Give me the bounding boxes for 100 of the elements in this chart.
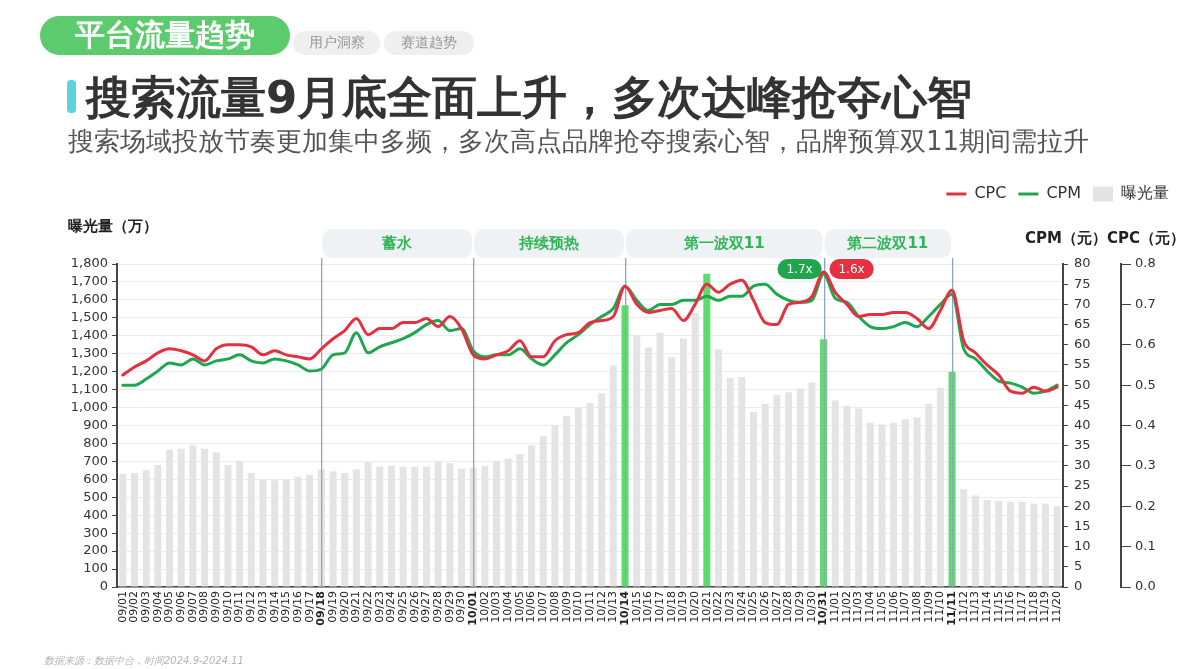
x-tick-label: 10/29 [793,591,807,623]
x-tick-label: 10/20 [687,591,701,623]
x-tick-label: 11/19 [1038,591,1052,623]
y-tick-label: 400 [83,506,108,522]
x-tick-label: 09/04 [150,591,164,623]
x-tick-label: 11/05 [874,591,888,623]
x-tick-label: 11/16 [1003,591,1017,623]
x-tick-label: 09/21 [349,591,363,623]
x-tick-label: 09/03 [139,591,153,623]
legend-label: 曝光量 [1121,183,1169,203]
y-tick-label: 900 [83,416,108,432]
text: 用户洞察 [308,34,365,52]
x-tick-label: 10/27 [769,591,783,623]
y3-tick-label: 0.4 [1135,416,1156,432]
x-tick-label: 10/03 [489,591,503,623]
y3-tick-label: 0.5 [1135,376,1156,392]
x-tick-label: 10/31 [816,591,830,626]
x-tick-label: 11/11 [944,591,958,626]
x-tick-label: 10/01 [466,591,480,626]
y2-tick-label: 75 [1074,275,1091,291]
legend-label: CPC [974,183,1007,203]
y-tick-label: 500 [83,488,108,504]
y-tick-label: 600 [83,470,108,486]
y2-tick-label: 30 [1074,457,1091,473]
y2-tick-label: 35 [1074,437,1091,453]
x-tick-label: 11/03 [851,591,865,623]
text: 第一波双11 [682,233,765,252]
x-tick-label: 09/02 [127,591,141,623]
x-tick-label: 10/10 [571,591,585,623]
y3-tick-label: 0.2 [1135,497,1156,513]
y-tick-label: 1,200 [70,363,108,379]
x-tick-label: 09/11 [232,591,246,623]
x-tick-label: 11/01 [828,591,842,623]
y-axis-title: 曝光量（万） [68,216,158,235]
y-tick-label: 1,500 [70,309,108,325]
y2-tick-label: 65 [1074,315,1091,331]
x-tick-label: 10/05 [512,591,526,623]
x-tick-label: 10/12 [594,591,608,623]
x-tick-label: 10/11 [582,591,596,623]
x-tick-label: 11/08 [909,591,923,623]
x-tick-label: 09/30 [454,591,468,623]
y2-tick-label: 70 [1074,295,1091,311]
y2-tick-label: 80 [1074,255,1091,271]
y3-tick-label: 0.7 [1135,295,1156,311]
source-note: 数据来源：数据中台，时间2024.9-2024.11 [44,654,244,668]
y-tick-label: 1,300 [70,345,108,361]
x-tick-label: 10/07 [536,591,550,623]
y-tick-label: 1,700 [70,273,108,289]
y3-tick-label: 0.8 [1135,255,1156,271]
x-tick-label: 10/24 [734,591,748,623]
x-tick-label: 09/26 [407,591,421,623]
y-tick-label: 1,100 [70,380,108,396]
y-tick-label: 1,400 [70,327,108,343]
x-tick-label: 09/05 [162,591,176,623]
x-tick-label: 10/26 [758,591,772,623]
y-tick-label: 800 [83,434,108,450]
x-tick-label: 09/12 [244,591,258,623]
text: 第二波双11 [846,233,929,252]
x-tick-label: 10/16 [641,591,655,623]
y2-tick-label: 55 [1074,356,1091,372]
x-tick-label: 10/13 [606,591,620,623]
x-tick-label: 11/14 [979,591,993,623]
x-tick-label: 11/17 [1014,591,1028,623]
text: 蓄水 [381,233,414,252]
y2-tick-label: 50 [1074,376,1091,392]
y2-tick-label: 25 [1074,477,1091,493]
annotation: 1.7x [786,261,813,276]
x-tick-label: 09/01 [115,591,129,623]
x-tick-label: 09/09 [209,591,223,623]
bar [703,273,711,587]
x-tick-label: 09/20 [337,591,351,623]
text: 平台流量趋势 [75,16,255,54]
x-tick-label: 09/19 [325,591,339,623]
x-tick-label: 09/14 [267,591,281,623]
text: 持续预热 [518,233,580,252]
y2-tick-label: 15 [1074,517,1091,533]
y3-tick-label: 0.1 [1135,538,1156,553]
x-tick-label: 11/06 [886,591,900,623]
x-tick-label: 11/15 [991,591,1005,623]
y-tick-label: 200 [83,542,108,558]
chart-subtitle: 搜索场域投放节奏更加集中多频，多次高点品牌抢夺搜索心智，品牌预算双11期间需拉升 [68,125,1090,158]
y-tick-label: 700 [83,452,108,468]
x-tick-label: 10/04 [501,591,515,623]
annotation: 1.6x [838,261,865,276]
y3-tick-label: 0.6 [1135,336,1156,352]
y-tick-label: 100 [83,560,108,576]
x-tick-label: 10/09 [559,591,573,623]
x-tick-label: 11/20 [1050,591,1064,623]
x-tick-label: 10/14 [617,590,631,626]
x-tick-label: 11/18 [1026,591,1040,623]
x-tick-label: 11/13 [968,591,982,623]
x-tick-label: 09/29 [442,591,456,623]
x-tick-label: 11/10 [933,591,947,623]
x-tick-label: 10/19 [676,591,690,623]
y2-tick-label: 5 [1074,558,1083,574]
x-tick-label: 09/22 [360,591,374,623]
y3-tick-label: 0.0 [1135,578,1156,594]
y2-tick-label: 0 [1074,578,1083,594]
x-tick-label: 09/07 [185,591,199,623]
x-tick-label: 09/27 [419,591,433,623]
